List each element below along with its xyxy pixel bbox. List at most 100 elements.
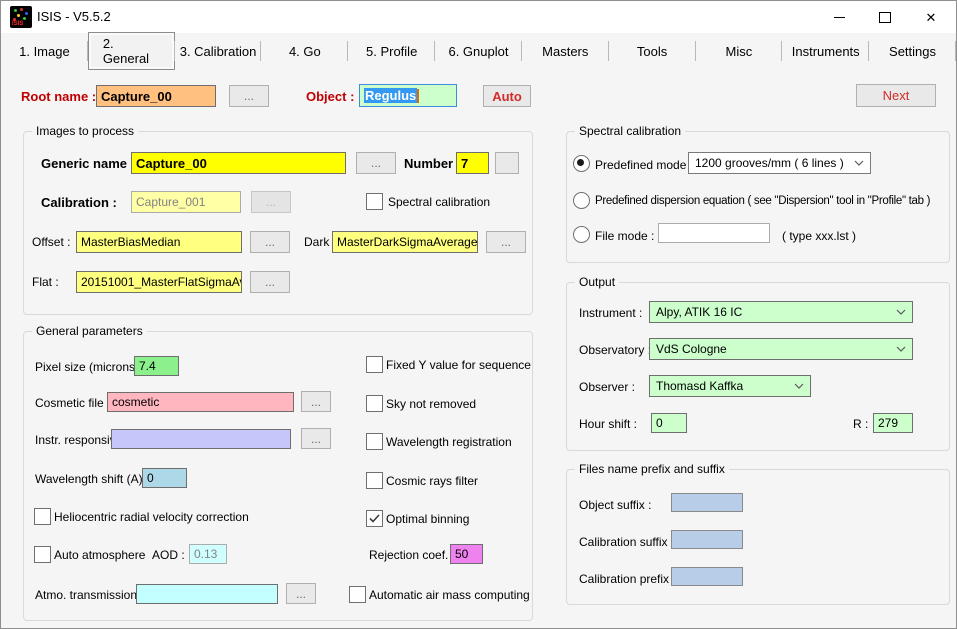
- generic-name-browse-button[interactable]: ...: [356, 152, 396, 174]
- app-icon[interactable]: ISIS: [10, 6, 32, 28]
- heliocentric-checkbox-label[interactable]: Heliocentric radial velocity correction: [54, 510, 249, 524]
- output-title: Output: [575, 275, 620, 289]
- object-suffix-field[interactable]: [671, 493, 743, 512]
- offset-field[interactable]: MasterBiasMedian: [76, 231, 242, 253]
- fixed-y-checkbox-label[interactable]: Fixed Y value for sequence: [386, 358, 531, 372]
- rejection-coef-field[interactable]: 50: [450, 544, 483, 564]
- object-field[interactable]: Regulus: [359, 84, 457, 107]
- observatory-dropdown[interactable]: VdS Cologne: [649, 338, 913, 360]
- calibration-browse-button[interactable]: ...: [251, 191, 291, 213]
- file-mode-radio[interactable]: [573, 226, 590, 243]
- observer-dropdown[interactable]: Thomasd Kaffka: [649, 375, 811, 397]
- dispersion-equation-radio-label[interactable]: Predefined dispersion equation ( see "Di…: [595, 195, 931, 207]
- flat-field[interactable]: 20151001_MasterFlatSigmaAvera: [76, 271, 242, 293]
- calibration-prefix-field[interactable]: [671, 567, 743, 586]
- predefined-mode-dropdown[interactable]: 1200 grooves/mm ( 6 lines ): [688, 152, 871, 174]
- spectral-calibration-checkbox-label[interactable]: Spectral calibration: [388, 195, 491, 209]
- tab-gnuplot[interactable]: 6. Gnuplot: [435, 35, 522, 67]
- tab-masters[interactable]: Masters: [522, 35, 609, 67]
- tab-instruments[interactable]: Instruments: [782, 35, 869, 67]
- fixed-y-checkbox[interactable]: [366, 356, 383, 373]
- atmo-browse-button[interactable]: ...: [286, 583, 316, 604]
- rejection-coef-label: Rejection coef. :: [369, 548, 456, 562]
- tab-profile[interactable]: 5. Profile: [348, 35, 435, 67]
- tab-image[interactable]: 1. Image: [1, 35, 88, 67]
- auto-atmosphere-checkbox-label[interactable]: Auto atmosphere: [54, 548, 146, 562]
- images-to-process-title: Images to process: [32, 124, 139, 138]
- auto-atmosphere-checkbox[interactable]: [34, 546, 51, 563]
- minimize-button[interactable]: [816, 1, 862, 33]
- offset-label: Offset :: [32, 235, 71, 249]
- predefined-mode-radio[interactable]: [573, 155, 590, 172]
- cosmic-rays-checkbox-label[interactable]: Cosmic rays filter: [386, 474, 479, 488]
- tab-tools[interactable]: Tools: [609, 35, 696, 67]
- spectral-calibration-checkbox[interactable]: [366, 193, 383, 210]
- tab-settings[interactable]: Settings: [869, 35, 956, 67]
- optimal-binning-checkbox[interactable]: [366, 510, 383, 527]
- responsivity-browse-button[interactable]: ...: [301, 428, 331, 449]
- next-button[interactable]: Next: [856, 84, 936, 107]
- wavelength-registration-checkbox-label[interactable]: Wavelength registration: [386, 435, 512, 449]
- atmo-transmission-field[interactable]: [136, 584, 278, 604]
- calibration-field[interactable]: Capture_001: [131, 191, 241, 213]
- check-icon: [369, 514, 380, 523]
- wavelength-registration-checkbox[interactable]: [366, 433, 383, 450]
- file-mode-hint: ( type xxx.lst ): [782, 229, 857, 243]
- wavelength-shift-label: Wavelength shift (A) :: [35, 472, 150, 486]
- dark-browse-button[interactable]: ...: [486, 231, 526, 253]
- aod-label: AOD :: [152, 548, 185, 562]
- cosmic-rays-checkbox[interactable]: [366, 472, 383, 489]
- r-field[interactable]: 279: [873, 413, 913, 433]
- maximize-button[interactable]: [862, 1, 908, 33]
- atmo-transmission-label: Atmo. transmission :: [35, 588, 144, 602]
- wavelength-shift-field[interactable]: 0: [142, 468, 187, 488]
- generic-name-label: Generic name :: [41, 156, 135, 171]
- number-count-button[interactable]: [495, 152, 519, 174]
- file-mode-radio-label[interactable]: File mode :: [595, 229, 655, 243]
- maximize-icon: [879, 11, 891, 23]
- cosmetic-file-field[interactable]: cosmetic: [107, 392, 294, 412]
- sky-not-removed-checkbox[interactable]: [366, 395, 383, 412]
- responsivity-label: Instr. responsivity :: [35, 433, 135, 447]
- images-to-process-group: Images to process: [23, 124, 533, 315]
- optimal-binning-checkbox-label[interactable]: Optimal binning: [386, 512, 470, 526]
- object-suffix-label: Object suffix :: [579, 498, 652, 512]
- file-mode-field[interactable]: [658, 223, 770, 243]
- tab-general[interactable]: 2. General: [87, 32, 175, 70]
- pixel-size-label: Pixel size (microns) :: [35, 360, 146, 374]
- cosmetic-browse-button[interactable]: ...: [301, 391, 331, 412]
- responsivity-field[interactable]: [111, 429, 291, 449]
- close-button[interactable]: ✕: [908, 1, 954, 33]
- instrument-dropdown[interactable]: Alpy, ATIK 16 IC: [649, 301, 913, 323]
- root-name-browse-button[interactable]: ...: [229, 85, 269, 107]
- aod-field[interactable]: 0.13: [189, 544, 227, 564]
- tab-calibration[interactable]: 3. Calibration: [175, 35, 262, 67]
- air-mass-checkbox[interactable]: [349, 586, 366, 603]
- number-field[interactable]: 7: [456, 152, 489, 174]
- sky-not-removed-checkbox-label[interactable]: Sky not removed: [386, 397, 477, 411]
- dispersion-equation-radio[interactable]: [573, 192, 590, 209]
- object-label: Object :: [306, 89, 355, 104]
- app-icon-dot: [17, 14, 20, 17]
- offset-browse-button[interactable]: ...: [250, 231, 290, 253]
- window-title: ISIS - V5.5.2: [37, 9, 111, 24]
- generic-name-field[interactable]: Capture_00: [131, 152, 346, 174]
- auto-button[interactable]: Auto: [483, 85, 531, 107]
- flat-browse-button[interactable]: ...: [250, 271, 290, 293]
- calibration-suffix-field[interactable]: [671, 530, 743, 549]
- spectral-calibration-title: Spectral calibration: [575, 124, 686, 138]
- predefined-mode-radio-label[interactable]: Predefined mode: [595, 158, 687, 172]
- hour-shift-field[interactable]: 0: [651, 413, 687, 433]
- air-mass-checkbox-label[interactable]: Automatic air mass computing: [369, 588, 530, 602]
- hour-shift-label: Hour shift :: [579, 417, 638, 431]
- tab-misc[interactable]: Misc: [696, 35, 783, 67]
- dark-field[interactable]: MasterDarkSigmaAverage_12: [332, 231, 478, 253]
- close-icon: ✕: [925, 9, 937, 25]
- pixel-size-field[interactable]: 7.4: [134, 356, 179, 376]
- files-name-group: Files name prefix and suffix: [566, 462, 950, 605]
- tab-go[interactable]: 4. Go: [261, 35, 349, 67]
- heliocentric-checkbox[interactable]: [34, 508, 51, 525]
- root-name-field[interactable]: Capture_00: [96, 85, 216, 107]
- app-icon-dot: [25, 12, 28, 15]
